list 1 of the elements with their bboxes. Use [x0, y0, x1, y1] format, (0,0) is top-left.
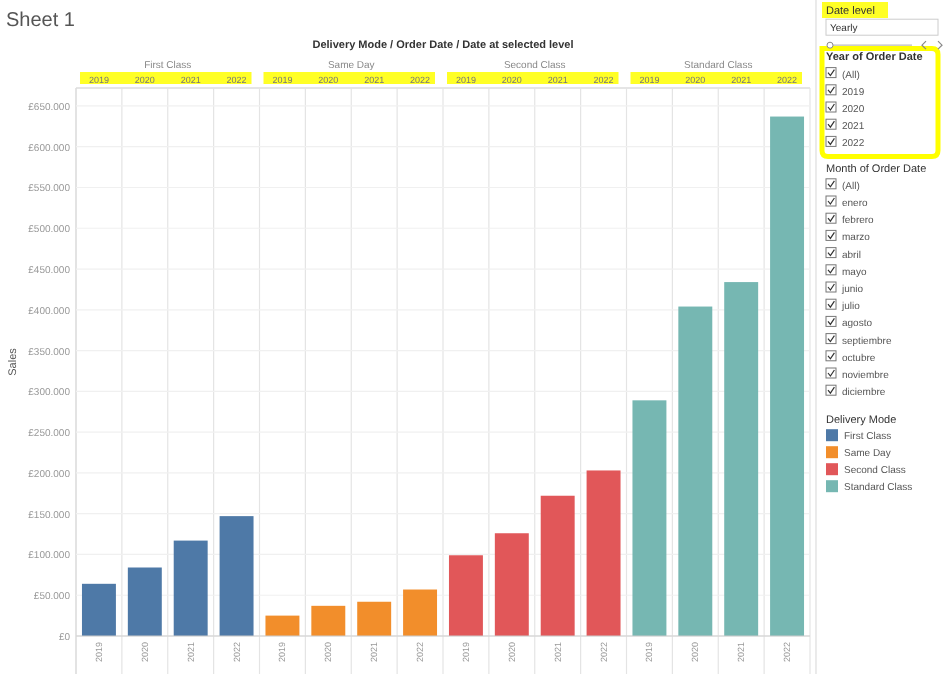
- chart-title: Sheet 1: [6, 10, 76, 32]
